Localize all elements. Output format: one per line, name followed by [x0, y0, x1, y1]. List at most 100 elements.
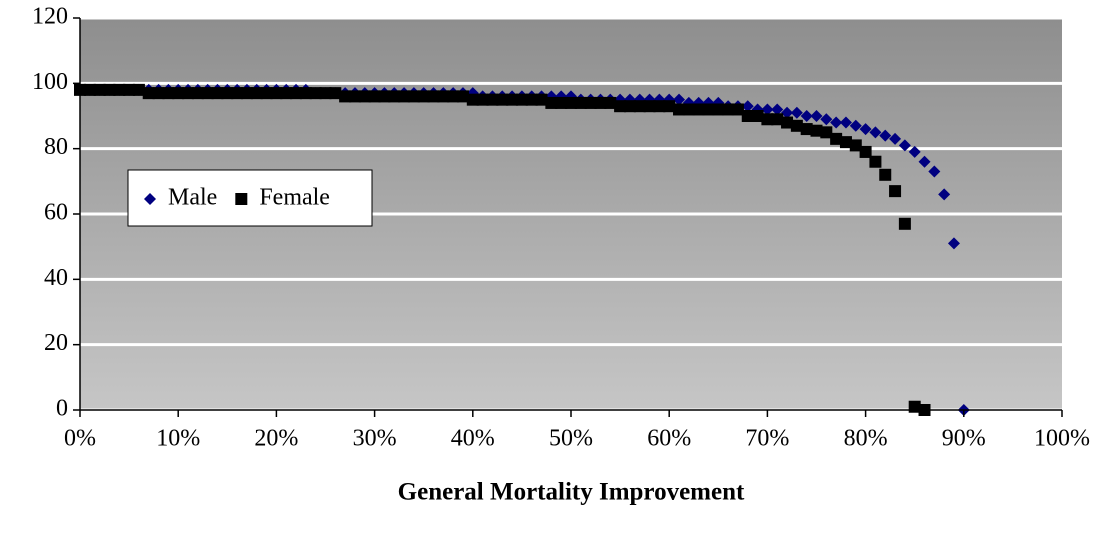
y-tick-label: 120: [32, 4, 68, 30]
point: [574, 96, 587, 109]
point: [839, 136, 852, 149]
point: [378, 90, 391, 103]
marks: [74, 83, 970, 416]
point: [358, 90, 371, 103]
point: [240, 87, 253, 100]
y-tick-label: 20: [44, 330, 68, 356]
point: [849, 139, 862, 152]
point: [908, 145, 921, 158]
point: [182, 87, 195, 100]
y-tick-label: 60: [44, 200, 68, 226]
point: [741, 110, 754, 122]
point: [673, 93, 686, 106]
legend: Male Female: [127, 169, 373, 227]
point: [869, 126, 882, 139]
point: [506, 93, 519, 106]
point: [565, 96, 577, 109]
point: [388, 90, 401, 103]
point: [476, 93, 489, 106]
point: [859, 145, 872, 158]
point: [810, 110, 823, 122]
point: [889, 185, 902, 198]
point: [172, 87, 185, 100]
point: [250, 87, 263, 100]
y-tick-label: 0: [56, 396, 68, 422]
point: [525, 93, 538, 106]
x-tick-label: 0%: [64, 426, 96, 452]
point: [319, 87, 332, 100]
point: [898, 217, 911, 230]
point: [427, 90, 440, 103]
point: [93, 83, 106, 96]
point: [830, 116, 843, 129]
point: [712, 103, 725, 116]
point: [781, 106, 794, 119]
point: [643, 100, 656, 113]
point: [682, 103, 695, 116]
x-tick-label: 50%: [549, 426, 593, 452]
point: [466, 93, 479, 106]
point: [299, 87, 312, 100]
legend-label: Male: [168, 185, 217, 211]
point: [810, 124, 823, 137]
point: [407, 90, 420, 103]
point: [555, 96, 568, 109]
y-tick-label: 100: [32, 69, 68, 95]
point: [771, 113, 784, 126]
point: [221, 87, 234, 100]
point: [132, 83, 145, 96]
point: [731, 103, 744, 116]
point: [859, 123, 872, 136]
point: [496, 93, 509, 106]
point: [820, 113, 833, 126]
point: [830, 132, 843, 145]
point: [329, 87, 342, 100]
point: [790, 119, 803, 132]
point: [309, 87, 322, 100]
point: [928, 165, 941, 178]
point: [515, 93, 528, 106]
point: [761, 113, 774, 126]
point: [191, 87, 204, 100]
point: [201, 87, 214, 100]
point: [113, 83, 126, 96]
point: [368, 90, 381, 103]
x-tick-label: 100%: [1034, 426, 1090, 452]
point: [162, 87, 175, 100]
point: [849, 119, 862, 132]
legend-box: [127, 169, 373, 227]
point: [152, 87, 165, 100]
point: [614, 100, 627, 113]
point: [918, 155, 931, 168]
point: [938, 188, 951, 201]
point: [800, 123, 813, 136]
legend-marker: [144, 193, 156, 205]
x-tick-label: 60%: [647, 426, 691, 452]
point: [211, 87, 224, 100]
point: [653, 100, 666, 113]
y-tick-label: 80: [44, 134, 68, 160]
point: [486, 93, 499, 106]
point: [761, 103, 774, 116]
point: [231, 87, 244, 100]
point: [447, 90, 460, 103]
point: [771, 103, 784, 116]
point: [604, 96, 617, 109]
point: [673, 103, 686, 116]
point: [623, 100, 636, 113]
x-tick-label: 20%: [254, 426, 298, 452]
point: [260, 87, 273, 100]
axes: 0 20 40 60 80 100 120 0% 10% 20% 30% 40% 50% 60% 70% 80…: [32, 4, 1090, 452]
point: [398, 90, 411, 103]
point: [879, 129, 892, 142]
point: [584, 96, 597, 109]
x-tick-label: 90%: [942, 426, 986, 452]
point: [663, 100, 676, 113]
point: [741, 100, 754, 113]
legend-label: Female: [259, 185, 330, 211]
point: [692, 103, 705, 116]
x-axis-label: General Mortality Improvement: [398, 479, 745, 506]
point: [633, 100, 646, 113]
legend-marker: [235, 193, 248, 205]
